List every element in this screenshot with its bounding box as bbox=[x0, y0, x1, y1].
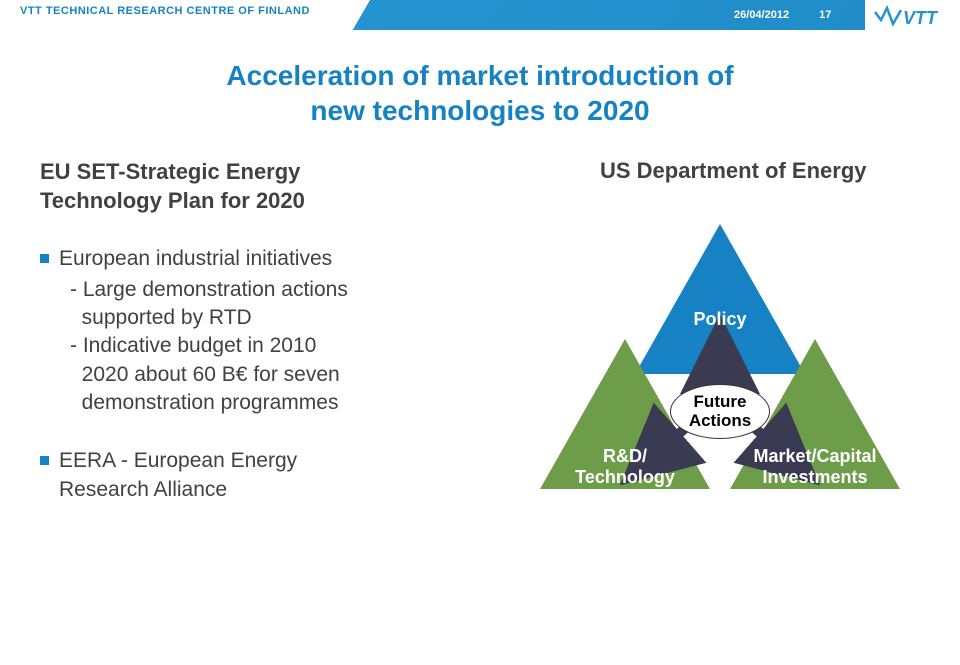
bullet-item: European industrial initiatives bbox=[40, 245, 500, 273]
title-line-2: new technologies to 2020 bbox=[0, 93, 960, 128]
bullet-group-2: EERA - European Energy Research Alliance bbox=[40, 447, 500, 504]
left-heading: EU SET-Strategic Energy Technology Plan … bbox=[40, 158, 500, 215]
slide-content: EU SET-Strategic Energy Technology Plan … bbox=[0, 158, 960, 534]
triangle-label-policy: Policy bbox=[670, 309, 770, 330]
triangle-svg bbox=[530, 224, 910, 534]
bullet-icon bbox=[40, 456, 49, 465]
sub-bullet: 2020 about 60 B€ for seven bbox=[70, 361, 500, 389]
triangle-label-market: Market/Capital Investments bbox=[740, 446, 890, 487]
slide-number: 17 bbox=[819, 9, 831, 21]
slide-date: 26/04/2012 bbox=[734, 9, 789, 21]
sub-bullet: - Large demonstration actions bbox=[70, 276, 500, 304]
slide-title: Acceleration of market introduction of n… bbox=[0, 58, 960, 128]
org-name: VTT TECHNICAL RESEARCH CENTRE OF FINLAND bbox=[20, 5, 310, 17]
svg-text:VTT: VTT bbox=[903, 8, 939, 28]
triangle-diagram: Policy R&D/ Technology Market/Capital In… bbox=[530, 224, 910, 534]
triangle-label-rd: R&D/ Technology bbox=[560, 446, 690, 487]
sub-bullet: supported by RTD bbox=[70, 304, 500, 332]
sub-bullet: demonstration programmes bbox=[70, 389, 500, 417]
bullet-item: EERA - European Energy Research Alliance bbox=[40, 447, 500, 504]
vtt-logo-icon: VTT bbox=[873, 2, 953, 32]
right-heading: US Department of Energy bbox=[600, 158, 920, 184]
center-ellipse: Future Actions bbox=[670, 384, 770, 439]
right-column: US Department of Energy bbox=[520, 158, 920, 534]
left-column: EU SET-Strategic Energy Technology Plan … bbox=[40, 158, 500, 534]
bullet-group-1: European industrial initiatives - Large … bbox=[40, 245, 500, 417]
title-line-1: Acceleration of market introduction of bbox=[0, 58, 960, 93]
bullet-icon bbox=[40, 254, 49, 263]
slide-header: VTT TECHNICAL RESEARCH CENTRE OF FINLAND… bbox=[0, 0, 960, 32]
sub-bullet: - Indicative budget in 2010 bbox=[70, 332, 500, 360]
vtt-logo: VTT bbox=[865, 0, 960, 34]
